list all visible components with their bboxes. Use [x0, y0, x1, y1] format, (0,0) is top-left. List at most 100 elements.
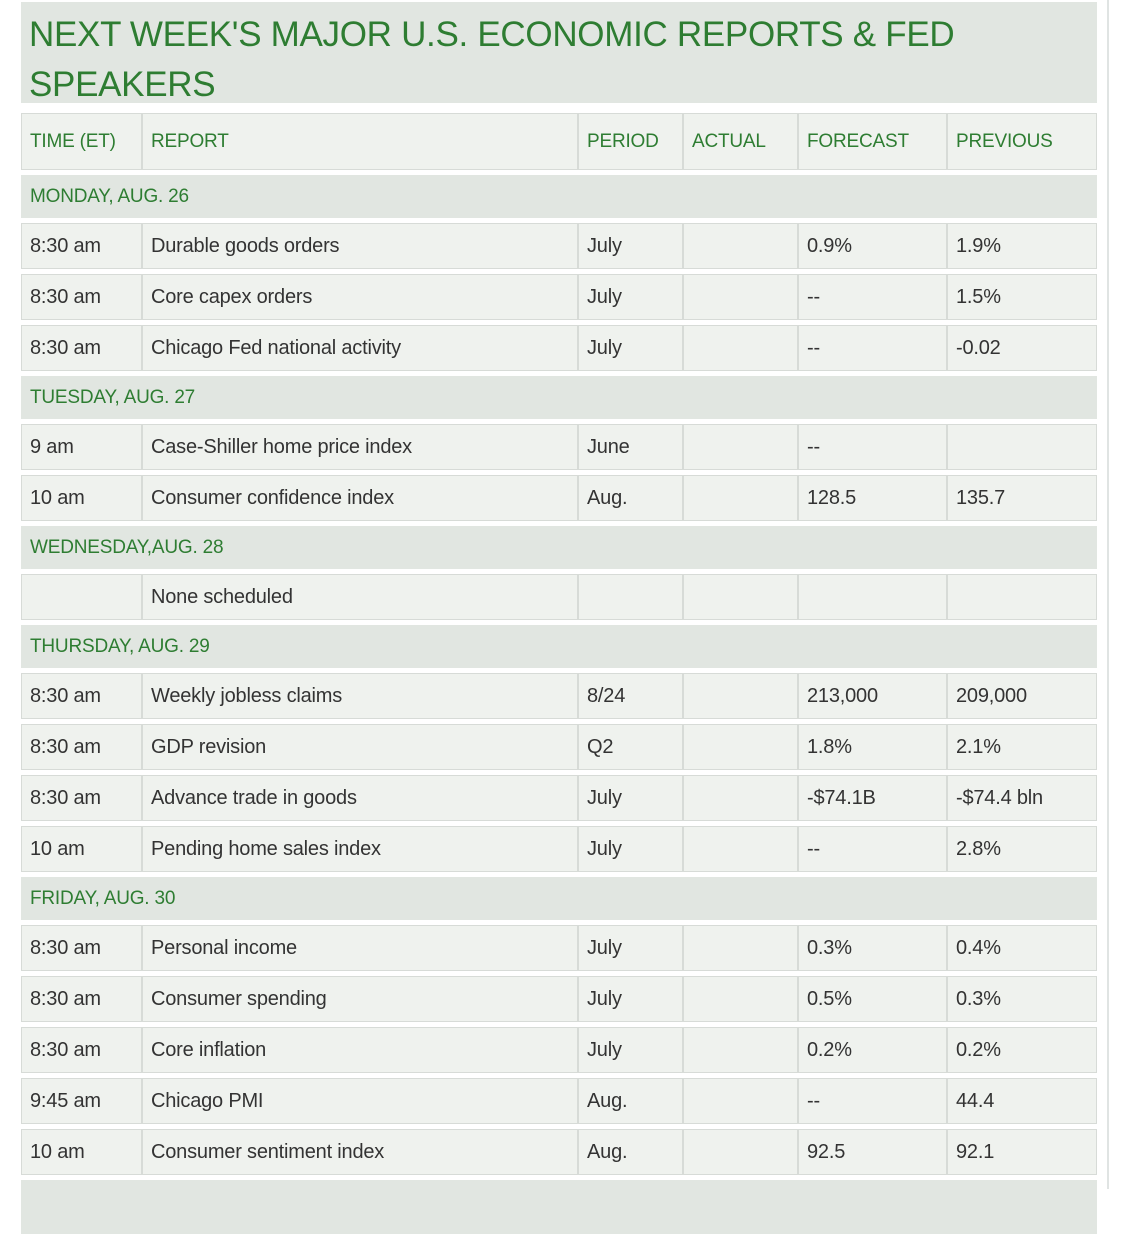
- report-cell: Weekly jobless claims: [142, 673, 578, 719]
- report-cell: Pending home sales index: [142, 826, 578, 872]
- report-cell: None scheduled: [142, 574, 578, 620]
- previous-cell: 135.7: [947, 475, 1097, 521]
- actual-cell: [683, 925, 798, 971]
- period-cell: Q2: [578, 724, 683, 770]
- period-cell: June: [578, 424, 683, 470]
- previous-cell: 2.1%: [947, 724, 1097, 770]
- forecast-cell: 0.3%: [798, 925, 947, 971]
- page-edge-line: [1107, 0, 1109, 1189]
- report-row: 8:30 am Core capex orders July -- 1.5%: [21, 274, 1097, 320]
- report-row: None scheduled: [21, 574, 1097, 620]
- previous-cell: 209,000: [947, 673, 1097, 719]
- actual-cell: [683, 1078, 798, 1124]
- forecast-cell: [798, 574, 947, 620]
- report-row: 8:30 am Weekly jobless claims 8/24 213,000 2…: [21, 673, 1097, 719]
- time-cell: 10 am: [21, 826, 142, 872]
- time-cell: 8:30 am: [21, 775, 142, 821]
- actual-cell: [683, 1129, 798, 1175]
- period-cell: July: [578, 826, 683, 872]
- footer-band: [21, 1180, 1097, 1234]
- previous-cell: 1.9%: [947, 223, 1097, 269]
- report-row: 10 am Consumer confidence index Aug. 128.5 1…: [21, 475, 1097, 521]
- period-cell: July: [578, 223, 683, 269]
- time-cell: 10 am: [21, 475, 142, 521]
- actual-cell: [683, 274, 798, 320]
- day-section-row: TUESDAY, AUG. 27: [21, 376, 1097, 419]
- day-section-label: THURSDAY, AUG. 29: [21, 625, 1097, 668]
- report-cell: Advance trade in goods: [142, 775, 578, 821]
- forecast-cell: 213,000: [798, 673, 947, 719]
- forecast-cell: --: [798, 826, 947, 872]
- day-section-label: WEDNESDAY,AUG. 28: [21, 526, 1097, 569]
- actual-cell: [683, 223, 798, 269]
- previous-cell: -0.02: [947, 325, 1097, 371]
- period-cell: July: [578, 976, 683, 1022]
- forecast-cell: --: [798, 424, 947, 470]
- actual-cell: [683, 673, 798, 719]
- previous-cell: -$74.4 bln: [947, 775, 1097, 821]
- forecast-cell: 128.5: [798, 475, 947, 521]
- period-cell: Aug.: [578, 1078, 683, 1124]
- actual-cell: [683, 325, 798, 371]
- actual-cell: [683, 724, 798, 770]
- forecast-cell: 0.9%: [798, 223, 947, 269]
- forecast-cell: 92.5: [798, 1129, 947, 1175]
- time-cell: 8:30 am: [21, 274, 142, 320]
- forecast-cell: 0.5%: [798, 976, 947, 1022]
- actual-cell: [683, 826, 798, 872]
- forecast-cell: 0.2%: [798, 1027, 947, 1073]
- period-cell: July: [578, 1027, 683, 1073]
- report-cell: Core inflation: [142, 1027, 578, 1073]
- forecast-cell: --: [798, 1078, 947, 1124]
- day-section-row: FRIDAY, AUG. 30: [21, 877, 1097, 920]
- period-cell: July: [578, 274, 683, 320]
- previous-cell: 2.8%: [947, 826, 1097, 872]
- time-cell: 9 am: [21, 424, 142, 470]
- period-cell: [578, 574, 683, 620]
- report-cell: GDP revision: [142, 724, 578, 770]
- previous-cell: 1.5%: [947, 274, 1097, 320]
- day-section-row: WEDNESDAY,AUG. 28: [21, 526, 1097, 569]
- col-header-period: PERIOD: [578, 113, 683, 170]
- time-cell: 8:30 am: [21, 724, 142, 770]
- actual-cell: [683, 1027, 798, 1073]
- report-cell: Consumer sentiment index: [142, 1129, 578, 1175]
- report-row: 8:30 am Personal income July 0.3% 0.4%: [21, 925, 1097, 971]
- actual-cell: [683, 976, 798, 1022]
- time-cell: 8:30 am: [21, 673, 142, 719]
- forecast-cell: --: [798, 325, 947, 371]
- report-cell: Consumer confidence index: [142, 475, 578, 521]
- previous-cell: 0.3%: [947, 976, 1097, 1022]
- period-cell: Aug.: [578, 475, 683, 521]
- report-row: 8:30 am Chicago Fed national activity July…: [21, 325, 1097, 371]
- col-header-forecast: FORECAST: [798, 113, 947, 170]
- report-row: 9 am Case-Shiller home price index June --: [21, 424, 1097, 470]
- previous-cell: 92.1: [947, 1129, 1097, 1175]
- report-cell: Core capex orders: [142, 274, 578, 320]
- day-section-row: MONDAY, AUG. 26: [21, 175, 1097, 218]
- period-cell: July: [578, 925, 683, 971]
- report-row: 8:30 am Core inflation July 0.2% 0.2%: [21, 1027, 1097, 1073]
- period-cell: 8/24: [578, 673, 683, 719]
- actual-cell: [683, 424, 798, 470]
- actual-cell: [683, 574, 798, 620]
- title-band: NEXT WEEK'S MAJOR U.S. ECONOMIC REPORTS …: [21, 2, 1097, 104]
- report-row: 10 am Consumer sentiment index Aug. 92.5 92.…: [21, 1129, 1097, 1175]
- time-cell: 8:30 am: [21, 976, 142, 1022]
- time-cell: 8:30 am: [21, 1027, 142, 1073]
- day-section-label: FRIDAY, AUG. 30: [21, 877, 1097, 920]
- day-section-label: MONDAY, AUG. 26: [21, 175, 1097, 218]
- forecast-cell: --: [798, 274, 947, 320]
- col-header-time: TIME (ET): [21, 113, 142, 170]
- col-header-previous: PREVIOUS: [947, 113, 1097, 170]
- actual-cell: [683, 475, 798, 521]
- day-section-label: TUESDAY, AUG. 27: [21, 376, 1097, 419]
- col-header-actual: ACTUAL: [683, 113, 798, 170]
- report-cell: Personal income: [142, 925, 578, 971]
- previous-cell: 0.4%: [947, 925, 1097, 971]
- previous-cell: [947, 574, 1097, 620]
- previous-cell: [947, 424, 1097, 470]
- time-cell: 8:30 am: [21, 223, 142, 269]
- economic-calendar: NEXT WEEK'S MAJOR U.S. ECONOMIC REPORTS …: [21, 2, 1097, 1234]
- day-section-row: THURSDAY, AUG. 29: [21, 625, 1097, 668]
